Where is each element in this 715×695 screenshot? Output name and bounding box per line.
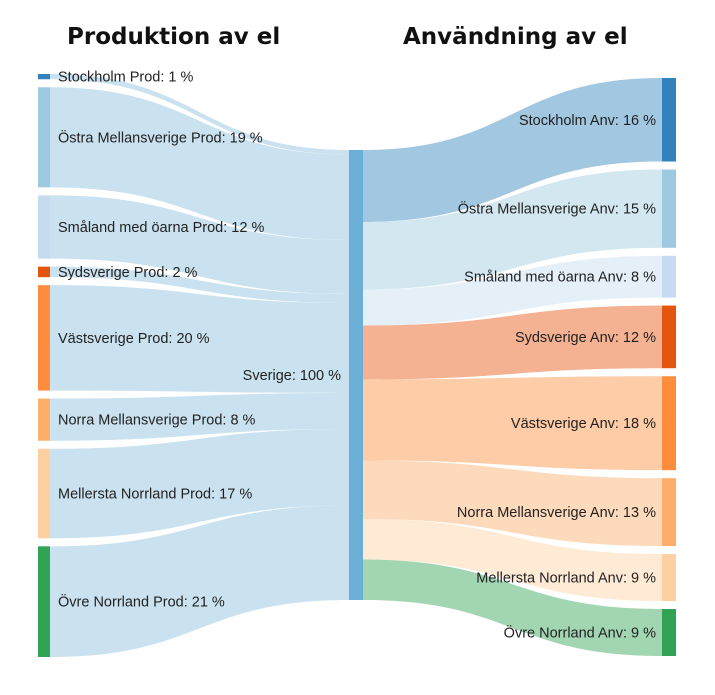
label-sydsverige-prod-2: Sydsverige Prod: 2 % <box>58 265 198 281</box>
link-övre-norrland-prod-21 <box>50 505 349 657</box>
link-stockholm-anv-16 <box>363 78 662 222</box>
node-sverige <box>349 150 363 600</box>
link-östra-mellansverige-prod-19 <box>50 87 349 241</box>
node-sydsverige-anv-12 <box>662 305 676 369</box>
node-västsverige-prod-20 <box>38 285 50 391</box>
sankey-nodes <box>38 74 676 657</box>
node-stockholm-anv-16 <box>662 78 676 162</box>
link-småland-med-öarna-anv-8 <box>363 255 662 326</box>
node-norra-mellansverige-anv-13 <box>662 478 676 547</box>
label-sydsverige-anv-12: Sydsverige Anv: 12 % <box>515 330 656 346</box>
label-stockholm-anv-16: Stockholm Anv: 16 % <box>519 113 656 129</box>
node-mellersta-norrland-anv-9 <box>662 554 676 602</box>
link-övre-norrland-anv-9 <box>363 559 662 656</box>
link-östra-mellansverige-anv-15 <box>363 169 662 290</box>
label-mellersta-norrland-anv-9: Mellersta Norrland Anv: 9 % <box>476 571 656 587</box>
label-småland-med-öarna-anv-8: Småland med öarna Anv: 8 % <box>464 270 656 286</box>
node-stockholm-prod-1 <box>38 74 50 80</box>
node-västsverige-anv-18 <box>662 376 676 471</box>
production-heading: Produktion av el <box>67 24 281 50</box>
label-västsverige-anv-18: Västsverige Anv: 18 % <box>511 416 656 432</box>
link-mellersta-norrland-prod-17 <box>50 429 349 539</box>
node-övre-norrland-prod-21 <box>38 546 50 657</box>
usage-heading: Användning av el <box>403 24 628 50</box>
label-östra-mellansverige-anv-15: Östra Mellansverige Anv: 15 % <box>458 200 656 218</box>
label-övre-norrland-prod-21: Övre Norrland Prod: 21 % <box>58 593 225 611</box>
label-stockholm-prod-1: Stockholm Prod: 1 % <box>58 70 193 86</box>
label-norra-mellansverige-anv-13: Norra Mellansverige Anv: 13 % <box>457 505 656 521</box>
link-sydsverige-anv-12 <box>363 305 662 380</box>
node-östra-mellansverige-prod-19 <box>38 87 50 188</box>
node-småland-med-öarna-prod-12 <box>38 195 50 259</box>
node-sydsverige-prod-2 <box>38 266 50 278</box>
label-övre-norrland-anv-9: Övre Norrland Anv: 9 % <box>504 624 656 642</box>
link-sydsverige-prod-2 <box>50 266 349 303</box>
node-norra-mellansverige-prod-8 <box>38 398 50 441</box>
link-småland-med-öarna-prod-12 <box>50 195 349 294</box>
node-östra-mellansverige-anv-15 <box>662 169 676 248</box>
label-sverige: Sverige: 100 % <box>243 368 341 384</box>
label-östra-mellansverige-prod-19: Östra Mellansverige Prod: 19 % <box>58 128 263 146</box>
source-links <box>50 74 349 657</box>
label-norra-mellansverige-prod-8: Norra Mellansverige Prod: 8 % <box>58 413 256 429</box>
link-stockholm-prod-1 <box>50 74 349 155</box>
link-norra-mellansverige-anv-13 <box>363 460 662 547</box>
sankey-labels: Stockholm Prod: 1 % Östra Mellansverige P… <box>58 70 656 642</box>
node-övre-norrland-anv-9 <box>662 609 676 656</box>
label-småland-med-öarna-prod-12: Småland med öarna Prod: 12 % <box>58 220 264 236</box>
label-mellersta-norrland-prod-17: Mellersta Norrland Prod: 17 % <box>58 487 252 503</box>
link-mellersta-norrland-anv-9 <box>363 519 662 602</box>
node-småland-med-öarna-anv-8 <box>662 255 676 298</box>
link-västsverige-anv-18 <box>363 376 662 471</box>
link-norra-mellansverige-prod-8 <box>50 393 349 441</box>
link-västsverige-prod-20 <box>50 285 349 393</box>
label-västsverige-prod-20: Västsverige Prod: 20 % <box>58 331 210 347</box>
node-mellersta-norrland-prod-17 <box>38 448 50 539</box>
target-links <box>363 78 662 656</box>
